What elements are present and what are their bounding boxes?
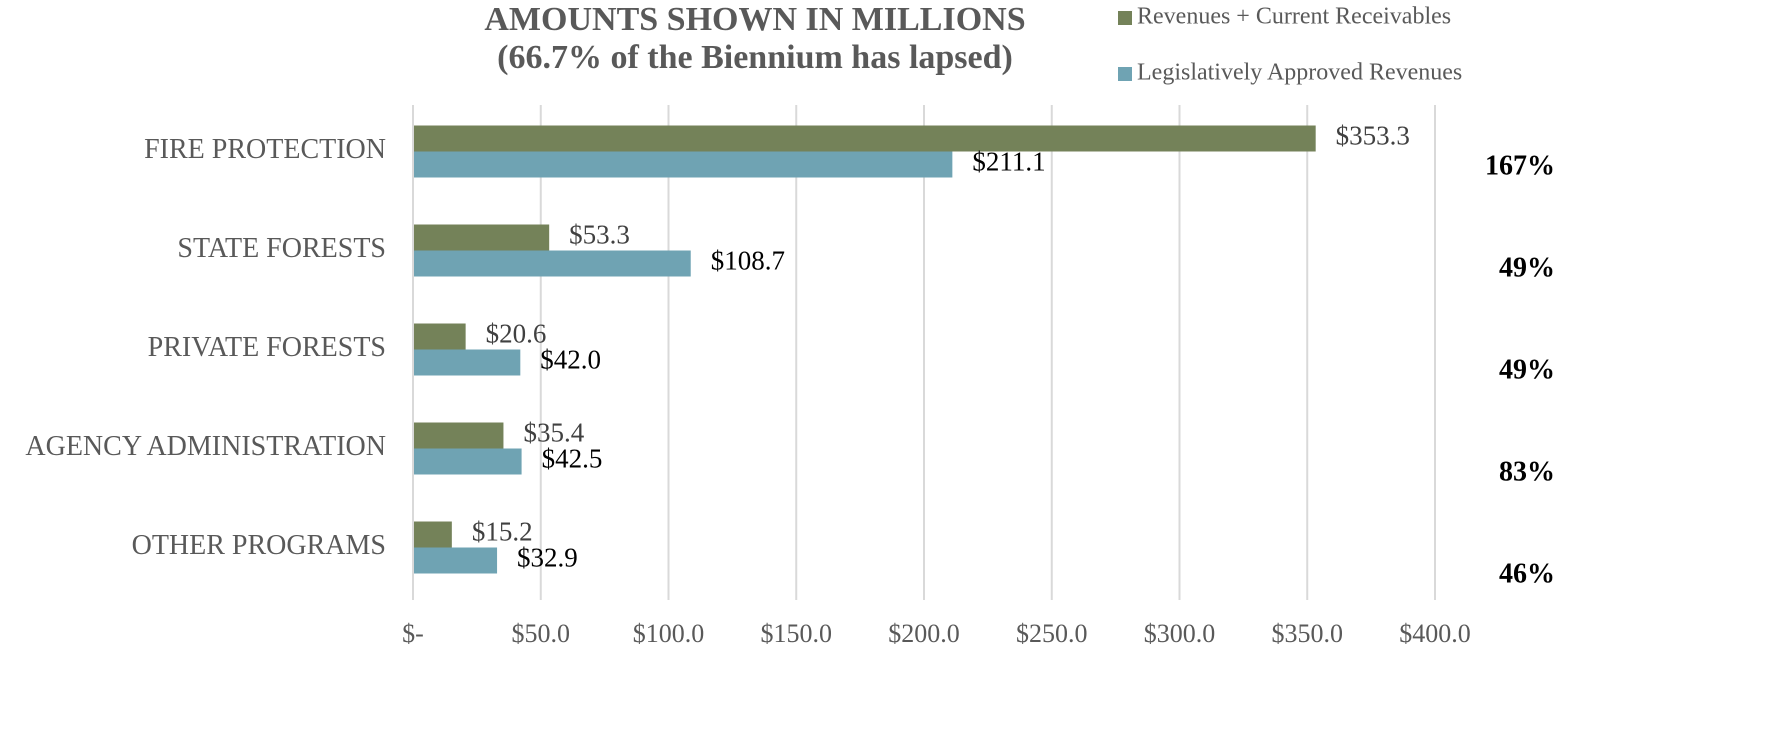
data-label: $211.1 (972, 147, 1045, 177)
y-tick-label: FIRE PROTECTION (144, 134, 386, 165)
bar (413, 349, 521, 376)
data-label: $108.7 (711, 246, 785, 276)
bar (413, 448, 522, 475)
x-tick-label: $350.0 (1272, 619, 1344, 648)
x-tick-label: $150.0 (761, 619, 833, 648)
x-tick-label: $50.0 (512, 619, 571, 648)
percent-annotation: 167% (1485, 150, 1555, 181)
legend-swatch (1118, 67, 1132, 81)
legend-label: Revenues + Current Receivables (1137, 4, 1451, 30)
chart-title: AMOUNTS SHOWN IN MILLIONS (484, 1, 1025, 38)
bar (413, 151, 953, 178)
percent-annotation: 49% (1499, 252, 1555, 283)
data-label: $353.3 (1336, 121, 1410, 151)
percent-annotation: 49% (1499, 354, 1555, 385)
bar (413, 521, 452, 548)
bar (413, 323, 466, 350)
bar (413, 250, 691, 277)
x-tick-label: $250.0 (1016, 619, 1088, 648)
bar (413, 125, 1316, 152)
bar (413, 422, 504, 449)
data-label: $42.5 (542, 444, 603, 474)
bar (413, 547, 498, 574)
legend-label: Legislatively Approved Revenues (1137, 60, 1462, 86)
y-tick-label: OTHER PROGRAMS (132, 530, 386, 561)
legend-swatch (1118, 11, 1132, 25)
x-tick-label: $300.0 (1144, 619, 1216, 648)
data-label: $20.6 (486, 319, 547, 349)
x-tick-label: $200.0 (888, 619, 960, 648)
x-tick-label: $100.0 (633, 619, 705, 648)
data-label: $42.0 (540, 345, 601, 375)
data-label: $15.2 (472, 517, 533, 547)
data-label: $32.9 (517, 543, 578, 573)
y-tick-label: AGENCY ADMINISTRATION (25, 431, 386, 462)
y-tick-label: PRIVATE FORESTS (148, 332, 386, 363)
x-tick-label: $400.0 (1399, 619, 1471, 648)
x-tick-label: $- (402, 619, 424, 648)
data-label: $35.4 (523, 418, 584, 448)
percent-annotation: 83% (1499, 456, 1555, 487)
percent-annotation: 46% (1499, 558, 1555, 589)
chart-subtitle: (66.7% of the Biennium has lapsed) (497, 39, 1013, 76)
bar (413, 224, 550, 251)
data-label: $53.3 (569, 220, 630, 250)
y-tick-label: STATE FORESTS (177, 233, 386, 264)
